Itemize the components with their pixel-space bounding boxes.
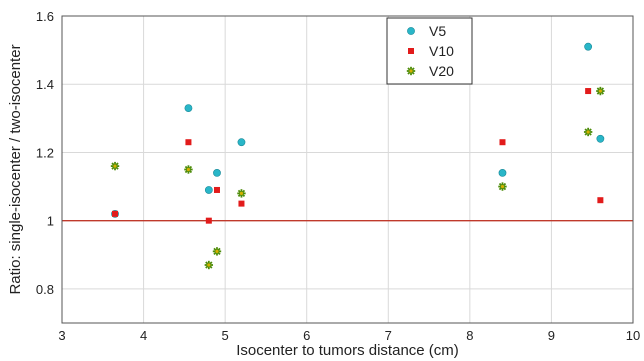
point-v10 bbox=[112, 210, 119, 217]
y-tick-label: 0.8 bbox=[36, 282, 54, 297]
plot-area-frame bbox=[61, 15, 634, 324]
legend-box bbox=[386, 17, 473, 85]
point-v10 bbox=[213, 186, 220, 193]
point-v10 bbox=[597, 197, 604, 204]
x-tick-label: 4 bbox=[140, 328, 147, 343]
point-v20 bbox=[237, 189, 246, 198]
x-tick-label: 5 bbox=[222, 328, 229, 343]
x-tick-label: 6 bbox=[303, 328, 310, 343]
tick-labels: 3 4 5 6 7 8 9 10 0.8 1 1.2 1.4 1.6 bbox=[36, 9, 640, 343]
y-tick-label: 1 bbox=[47, 214, 54, 229]
x-tick-label: 9 bbox=[548, 328, 555, 343]
point-v20 bbox=[204, 260, 214, 270]
point-v20 bbox=[583, 127, 593, 137]
x-tick-label: 10 bbox=[626, 328, 640, 343]
point-v10 bbox=[499, 139, 506, 146]
y-axis-title: Ratio: single-isocenter / two-isocenter bbox=[7, 44, 24, 294]
series-v10 bbox=[112, 88, 604, 224]
legend-item-v20: V20 bbox=[406, 63, 454, 79]
x-tick-label: 8 bbox=[466, 328, 473, 343]
series-v20 bbox=[110, 86, 605, 270]
point-v10 bbox=[585, 88, 592, 95]
legend-marker-v20 bbox=[406, 66, 416, 76]
y-tick-label: 1.2 bbox=[36, 145, 54, 160]
point-v5 bbox=[237, 138, 246, 147]
grid bbox=[62, 16, 633, 323]
x-tick-label: 7 bbox=[385, 328, 392, 343]
y-tick-label: 1.4 bbox=[36, 77, 54, 92]
point-v5 bbox=[213, 169, 221, 177]
point-v5 bbox=[596, 134, 605, 143]
legend-item-v5: V5 bbox=[407, 23, 446, 39]
point-v20 bbox=[596, 86, 605, 96]
legend-label-v5: V5 bbox=[429, 23, 446, 39]
data-points bbox=[110, 42, 605, 270]
point-v10 bbox=[238, 200, 245, 207]
point-v20 bbox=[498, 182, 507, 191]
series-v5 bbox=[111, 42, 605, 218]
point-v5 bbox=[498, 169, 507, 177]
point-v5 bbox=[204, 186, 213, 194]
legend-item-v10: V10 bbox=[408, 43, 454, 59]
x-axis-title: Isocenter to tumors distance (cm) bbox=[236, 342, 459, 359]
x-tick-label: 3 bbox=[58, 328, 65, 343]
point-v5 bbox=[184, 104, 193, 112]
point-v10 bbox=[185, 139, 192, 146]
point-v20 bbox=[184, 165, 193, 174]
legend-marker-v10 bbox=[408, 48, 414, 54]
legend-label-v20: V20 bbox=[429, 63, 454, 79]
point-v10 bbox=[205, 217, 212, 224]
legend: V5 V10 V20 bbox=[386, 17, 473, 85]
y-tick-label: 1.6 bbox=[36, 9, 54, 24]
point-v5 bbox=[584, 42, 593, 51]
point-v20 bbox=[110, 161, 120, 171]
legend-marker-v5 bbox=[407, 27, 415, 35]
point-v20 bbox=[212, 247, 222, 256]
legend-label-v10: V10 bbox=[429, 43, 454, 59]
